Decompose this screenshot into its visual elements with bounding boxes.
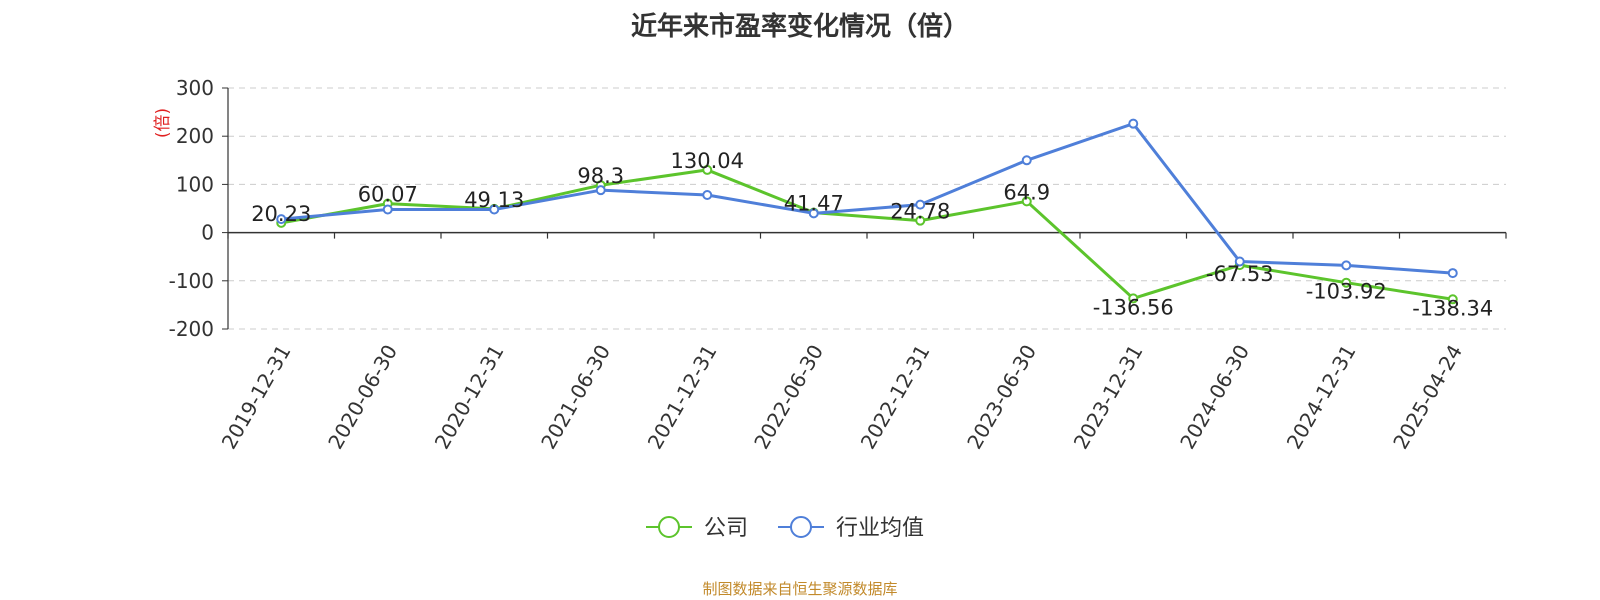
data-point: [1128, 293, 1139, 304]
legend-label-2: 行业均值: [836, 516, 924, 541]
grid-layer: [228, 87, 1506, 330]
legend-marker-1: [658, 516, 680, 538]
data-point: [1447, 294, 1458, 305]
x-tick-label: 2022-12-31: [856, 341, 935, 454]
x-tick-label: 2024-12-31: [1282, 341, 1361, 454]
data-label: 41.47: [784, 192, 844, 216]
data-point: [1234, 256, 1245, 267]
x-tick-label: 2022-06-30: [749, 341, 828, 454]
x-tick-label: 2025-04-24: [1388, 341, 1467, 454]
y-tick-label: -200: [169, 317, 214, 341]
y-tick-label: 200: [176, 124, 214, 148]
chart-title: 近年来市盈率变化情况（倍）: [630, 12, 969, 42]
y-tick-label: 0: [201, 221, 214, 245]
x-tick-label: 2019-12-31: [217, 341, 296, 454]
data-label: 130.04: [671, 149, 744, 173]
legend-label-1: 公司: [704, 516, 748, 541]
source-note: 制图数据来自恒生聚源数据库: [702, 580, 898, 598]
data-point: [1341, 260, 1352, 271]
data-label: 49.13: [464, 188, 524, 212]
x-tick-label: 2020-12-31: [430, 341, 509, 454]
data-label: -138.34: [1412, 296, 1493, 320]
data-label: 98.3: [577, 164, 624, 188]
data-label: 64.9: [1003, 180, 1050, 204]
x-tick-label: 2024-06-30: [1175, 341, 1254, 454]
data-point: [702, 190, 713, 201]
data-point: [915, 215, 926, 226]
y-tick-label: 100: [176, 172, 214, 196]
legend[interactable]: 公司 行业均值: [646, 516, 924, 541]
data-label: -67.53: [1206, 262, 1274, 286]
data-label: -103.92: [1306, 280, 1387, 304]
data-point: [1128, 118, 1139, 129]
data-point: [808, 208, 819, 219]
series-layer: [276, 118, 1458, 305]
y-axis-label: (倍): [153, 108, 173, 138]
x-tick-label: 2020-06-30: [323, 341, 402, 454]
data-point: [595, 185, 606, 196]
data-point: [1341, 277, 1352, 288]
data-point: [702, 164, 713, 175]
data-label: 20.23: [251, 202, 311, 226]
x-tick-label: 2023-06-30: [962, 341, 1041, 454]
data-point: [276, 214, 287, 225]
y-tick-label: -100: [169, 269, 214, 293]
data-point: [489, 204, 500, 215]
series-line-2: [281, 122, 1453, 275]
data-label: 24.78: [890, 200, 950, 224]
data-point: [1447, 268, 1458, 279]
data-point: [915, 199, 926, 210]
data-label: -136.56: [1093, 295, 1174, 319]
x-tick-label: 2023-12-31: [1069, 341, 1148, 454]
x-tick-label: 2021-06-30: [536, 341, 615, 454]
y-tick-label: 300: [176, 76, 214, 100]
data-point: [1021, 196, 1032, 207]
data-label: 60.07: [358, 183, 418, 207]
x-tick-label: 2021-12-31: [643, 341, 722, 454]
data-point: [1021, 155, 1032, 166]
data-point: [382, 204, 393, 215]
data-label-layer: 20.23 60.07 49.13 98.3 130.04 41.47 24.78 64.9 -…: [251, 149, 1493, 320]
legend-marker-2: [790, 516, 812, 538]
